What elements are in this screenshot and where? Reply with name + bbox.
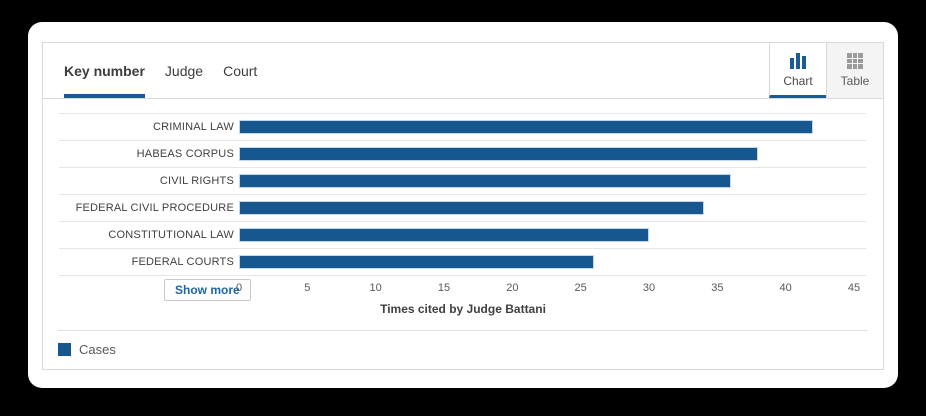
category-label: FEDERAL COURTS — [131, 256, 234, 268]
citations-panel: Key number Judge Court Chart Table — [42, 42, 884, 370]
chart-view-button[interactable]: Chart — [769, 43, 826, 98]
bar-civil-rights[interactable] — [239, 174, 731, 188]
tab-key-number[interactable]: Key number — [64, 43, 145, 98]
table-view-button[interactable]: Table — [826, 43, 883, 98]
legend-label: Cases — [79, 342, 116, 357]
chart-row: CIVIL RIGHTS — [59, 168, 866, 195]
bar-chart-icon — [790, 53, 806, 69]
x-axis: Show more 0 5 10 15 20 25 30 35 40 45 — [59, 276, 866, 302]
category-label: HABEAS CORPUS — [136, 148, 234, 160]
x-axis-title: Times cited by Judge Battani — [380, 302, 546, 316]
x-tick-label: 20 — [506, 282, 519, 294]
chart-view-label: Chart — [783, 74, 813, 88]
x-tick-label: 30 — [642, 282, 656, 294]
chart-row: FEDERAL COURTS — [59, 249, 866, 276]
chart-row: CRIMINAL LAW — [59, 114, 866, 141]
x-tick-label: 25 — [574, 282, 587, 294]
x-tick-label: 0 — [235, 282, 243, 294]
tab-key-number-label: Key number — [64, 62, 145, 79]
tab-court-label: Court — [223, 62, 258, 79]
x-tick-label: 15 — [437, 282, 451, 294]
category-label: CRIMINAL LAW — [152, 121, 234, 133]
panel-header: Key number Judge Court Chart Table — [43, 43, 883, 99]
table-view-label: Table — [840, 74, 870, 88]
legend-item-cases[interactable]: Cases — [58, 342, 883, 357]
category-label: CIVIL RIGHTS — [159, 175, 234, 187]
tab-judge-label: Judge — [164, 62, 204, 79]
category-label: FEDERAL CIVIL PROCEDURE — [75, 202, 234, 214]
legend-divider — [58, 330, 868, 331]
bar-constitutional-law[interactable] — [239, 228, 649, 242]
chart-row: FEDERAL CIVIL PROCEDURE — [59, 195, 866, 222]
tab-bar: Key number Judge Court — [43, 43, 257, 98]
table-grid-icon — [847, 53, 863, 69]
legend-color-swatch — [58, 343, 71, 356]
tab-judge[interactable]: Judge — [165, 43, 203, 98]
view-toggle: Chart Table — [769, 43, 883, 98]
x-tick-label: 5 — [304, 282, 311, 294]
chart-row: CONSTITUTIONAL LAW — [59, 222, 866, 249]
bar-federal-courts[interactable] — [239, 255, 595, 269]
category-label: CONSTITUTIONAL LAW — [108, 229, 234, 241]
bar-criminal-law[interactable] — [239, 120, 813, 134]
chart-card: Key number Judge Court Chart Table — [28, 22, 898, 388]
tab-court[interactable]: Court — [223, 43, 257, 98]
x-tick-label: 10 — [369, 282, 382, 294]
bar-federal-civil-procedure[interactable] — [239, 201, 704, 215]
x-tick-label: 45 — [847, 282, 861, 294]
x-tick-label: 40 — [779, 282, 792, 294]
bar-habeas-corpus[interactable] — [239, 147, 759, 161]
x-tick-label: 35 — [711, 282, 724, 294]
chart-row: HABEAS CORPUS — [59, 141, 866, 168]
chart-rows: CRIMINAL LAW HABEAS CORPUS CIVIL RIGHTS FED… — [59, 113, 866, 276]
show-more-button[interactable]: Show more — [164, 279, 251, 301]
